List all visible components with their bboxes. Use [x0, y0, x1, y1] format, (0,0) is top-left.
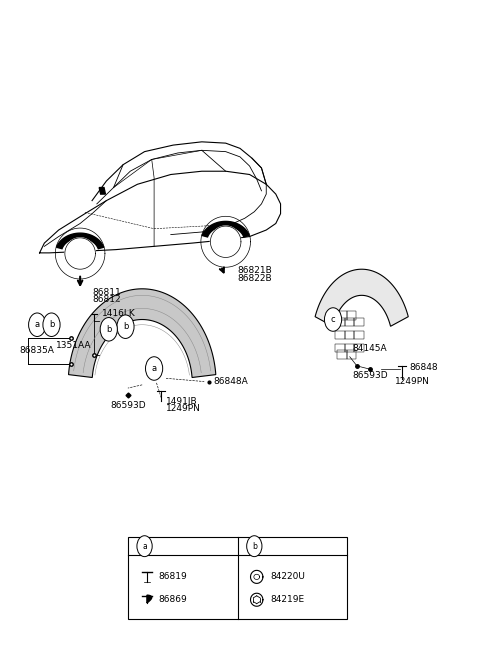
Polygon shape	[99, 188, 106, 194]
Bar	[354, 318, 364, 326]
Text: 86811: 86811	[92, 287, 121, 297]
Bar	[345, 318, 354, 326]
Bar	[345, 331, 354, 339]
Circle shape	[29, 313, 46, 337]
Text: 84219E: 84219E	[270, 595, 304, 604]
Bar	[354, 344, 364, 352]
Circle shape	[137, 536, 152, 557]
Text: 1351AA: 1351AA	[56, 341, 92, 350]
Text: a: a	[142, 542, 147, 550]
Circle shape	[43, 313, 60, 337]
Text: 86593D: 86593D	[110, 401, 145, 410]
Text: 86819: 86819	[159, 573, 188, 581]
Polygon shape	[69, 289, 216, 377]
Bar	[128, 537, 348, 619]
Circle shape	[324, 308, 342, 331]
Bar	[347, 350, 357, 359]
Text: 86835A: 86835A	[20, 346, 54, 356]
Bar	[335, 318, 345, 326]
Text: 86848: 86848	[409, 363, 438, 372]
Circle shape	[247, 536, 262, 557]
Bar	[337, 311, 347, 319]
Bar	[335, 331, 345, 339]
Text: 86593D: 86593D	[352, 371, 388, 380]
Bar	[347, 311, 357, 319]
Text: b: b	[123, 322, 128, 331]
Polygon shape	[57, 233, 104, 249]
Text: a: a	[35, 320, 40, 329]
Text: 84145A: 84145A	[352, 344, 387, 354]
Text: b: b	[106, 325, 111, 334]
Text: 1416LK: 1416LK	[102, 309, 135, 318]
Text: 86869: 86869	[159, 595, 188, 604]
Text: 86812: 86812	[92, 295, 120, 304]
Text: 86822B: 86822B	[238, 274, 272, 283]
Polygon shape	[210, 226, 241, 257]
Polygon shape	[315, 269, 408, 326]
Text: 84220U: 84220U	[270, 573, 305, 581]
Text: b: b	[49, 320, 54, 329]
Bar	[345, 344, 354, 352]
Polygon shape	[202, 222, 249, 237]
Circle shape	[100, 318, 117, 341]
Polygon shape	[147, 595, 152, 603]
Text: c: c	[331, 315, 336, 324]
Bar	[354, 331, 364, 339]
Text: 86821B: 86821B	[238, 266, 272, 275]
Text: 1491JB: 1491JB	[166, 397, 198, 405]
Text: 86848A: 86848A	[214, 377, 249, 386]
Text: a: a	[152, 364, 156, 373]
Text: 1249PN: 1249PN	[395, 377, 430, 386]
Circle shape	[117, 315, 134, 338]
Bar	[337, 350, 347, 359]
Circle shape	[145, 357, 163, 380]
Bar	[335, 344, 345, 352]
Polygon shape	[65, 238, 96, 269]
Text: b: b	[252, 542, 257, 550]
Text: 1249PN: 1249PN	[166, 404, 201, 413]
